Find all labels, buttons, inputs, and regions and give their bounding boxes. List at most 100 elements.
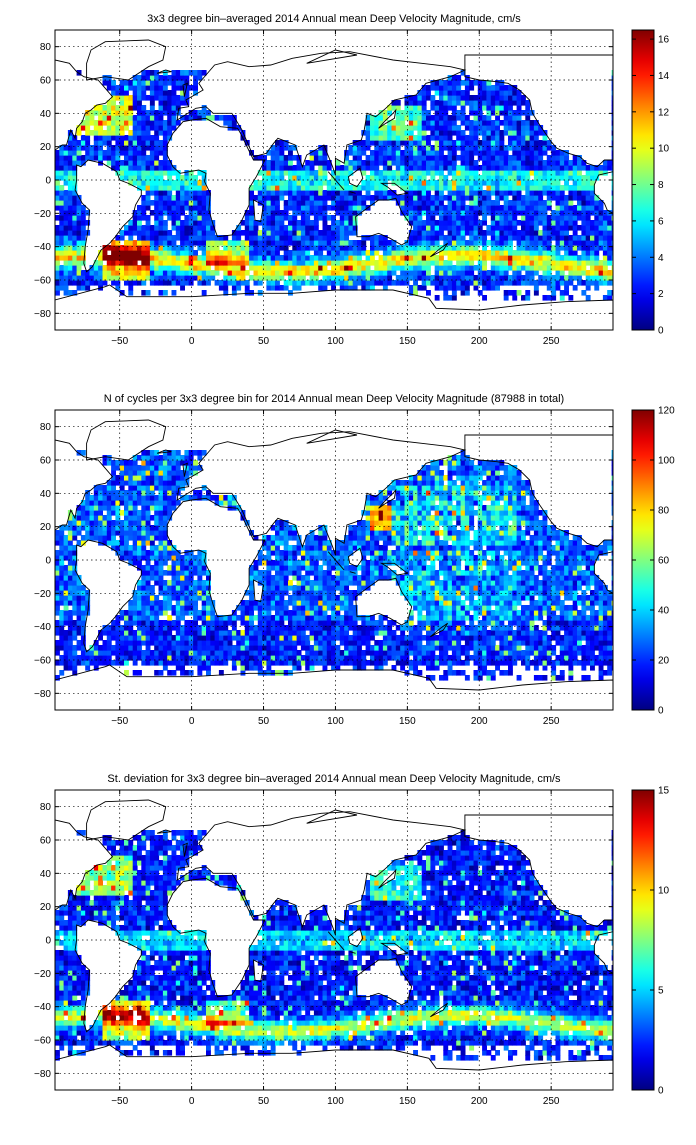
heatmap-cell bbox=[422, 150, 427, 156]
heatmap-cell bbox=[128, 270, 133, 276]
heatmap-cell bbox=[599, 240, 604, 246]
heatmap-cell bbox=[77, 130, 82, 136]
heatmap-cell bbox=[456, 180, 461, 186]
heatmap-cell bbox=[318, 625, 323, 631]
heatmap-cell bbox=[59, 210, 64, 216]
heatmap-cell bbox=[154, 85, 159, 91]
heatmap-cell bbox=[344, 190, 349, 196]
heatmap-cell bbox=[577, 205, 582, 211]
heatmap-cell bbox=[456, 625, 461, 631]
heatmap-cell bbox=[335, 260, 340, 266]
heatmap-cell bbox=[486, 280, 491, 286]
heatmap-cell bbox=[452, 285, 457, 291]
heatmap-cell bbox=[426, 140, 431, 146]
heatmap-cell bbox=[323, 280, 328, 286]
heatmap-cell bbox=[474, 115, 479, 121]
heatmap-cell bbox=[435, 295, 440, 301]
heatmap-cell bbox=[396, 165, 401, 171]
heatmap-cell bbox=[581, 245, 586, 251]
heatmap-cell bbox=[392, 270, 397, 276]
heatmap-cell bbox=[387, 170, 392, 176]
heatmap-cell bbox=[482, 210, 487, 216]
heatmap-cell bbox=[344, 240, 349, 246]
heatmap-cell bbox=[465, 250, 470, 256]
heatmap-cell bbox=[163, 235, 168, 241]
heatmap-cell bbox=[361, 250, 366, 256]
heatmap-cell bbox=[426, 620, 431, 626]
heatmap-cell bbox=[176, 225, 181, 231]
heatmap-cell bbox=[448, 270, 453, 276]
heatmap-cell bbox=[275, 160, 280, 166]
heatmap-cell bbox=[167, 250, 172, 256]
heatmap-cell bbox=[262, 260, 267, 266]
heatmap-cell bbox=[64, 200, 69, 206]
heatmap-cell bbox=[262, 165, 267, 171]
heatmap-cell bbox=[275, 155, 280, 161]
heatmap-cell bbox=[426, 170, 431, 176]
heatmap-cell bbox=[137, 215, 142, 221]
heatmap-cell bbox=[120, 645, 125, 651]
heatmap-cell bbox=[180, 225, 185, 231]
heatmap-cell bbox=[176, 100, 181, 106]
heatmap-cell bbox=[275, 260, 280, 266]
heatmap-cell bbox=[305, 240, 310, 246]
heatmap-cell bbox=[323, 180, 328, 186]
heatmap-cell bbox=[426, 645, 431, 651]
heatmap-cell bbox=[172, 645, 177, 651]
heatmap-cell bbox=[439, 200, 444, 206]
heatmap-cell bbox=[245, 660, 250, 666]
heatmap-cell bbox=[90, 150, 95, 156]
heatmap-cell bbox=[603, 260, 608, 266]
heatmap-cell bbox=[172, 225, 177, 231]
heatmap-cell bbox=[366, 635, 371, 641]
heatmap-cell bbox=[452, 130, 457, 136]
heatmap-cell bbox=[163, 105, 168, 111]
heatmap-cell bbox=[508, 280, 513, 286]
heatmap-cell bbox=[564, 155, 569, 161]
heatmap-cell bbox=[262, 215, 267, 221]
heatmap-cell bbox=[55, 650, 60, 656]
heatmap-cell bbox=[81, 660, 86, 666]
heatmap-cell bbox=[137, 650, 142, 656]
heatmap-cell bbox=[68, 220, 73, 226]
heatmap-cell bbox=[271, 185, 276, 191]
heatmap-cell bbox=[120, 130, 125, 136]
heatmap-cell bbox=[517, 115, 522, 121]
heatmap-cell bbox=[59, 250, 64, 256]
heatmap-cell bbox=[538, 265, 543, 271]
heatmap-cell bbox=[508, 265, 513, 271]
heatmap-cell bbox=[124, 270, 129, 276]
heatmap-cell bbox=[474, 635, 479, 641]
heatmap-cell bbox=[534, 205, 539, 211]
heatmap-cell bbox=[314, 160, 319, 166]
heatmap-cell bbox=[59, 230, 64, 236]
heatmap-cell bbox=[85, 145, 90, 151]
heatmap-cell bbox=[612, 195, 617, 201]
heatmap-cell bbox=[607, 650, 612, 656]
heatmap-cell bbox=[508, 225, 513, 231]
heatmap-cell bbox=[469, 200, 474, 206]
heatmap-cell bbox=[551, 665, 556, 671]
heatmap-cell bbox=[405, 645, 410, 651]
heatmap-cell bbox=[504, 195, 509, 201]
heatmap-cell bbox=[581, 270, 586, 276]
heatmap-cell bbox=[98, 660, 103, 666]
heatmap-cell bbox=[215, 245, 220, 251]
heatmap-cell bbox=[107, 145, 112, 151]
heatmap-cell bbox=[439, 165, 444, 171]
heatmap-cell bbox=[495, 120, 500, 126]
heatmap-cell bbox=[478, 250, 483, 256]
heatmap-cell bbox=[59, 195, 64, 201]
heatmap-cell bbox=[323, 175, 328, 181]
heatmap-cell bbox=[530, 640, 535, 646]
heatmap-cell bbox=[219, 250, 224, 256]
heatmap-cell bbox=[430, 115, 435, 121]
heatmap-cell bbox=[452, 110, 457, 116]
heatmap-cell bbox=[581, 235, 586, 241]
heatmap-cell bbox=[159, 270, 164, 276]
heatmap-cell bbox=[568, 210, 573, 216]
heatmap-cell bbox=[452, 200, 457, 206]
heatmap-cell bbox=[543, 145, 548, 151]
heatmap-cell bbox=[370, 240, 375, 246]
heatmap-cell bbox=[137, 125, 142, 131]
